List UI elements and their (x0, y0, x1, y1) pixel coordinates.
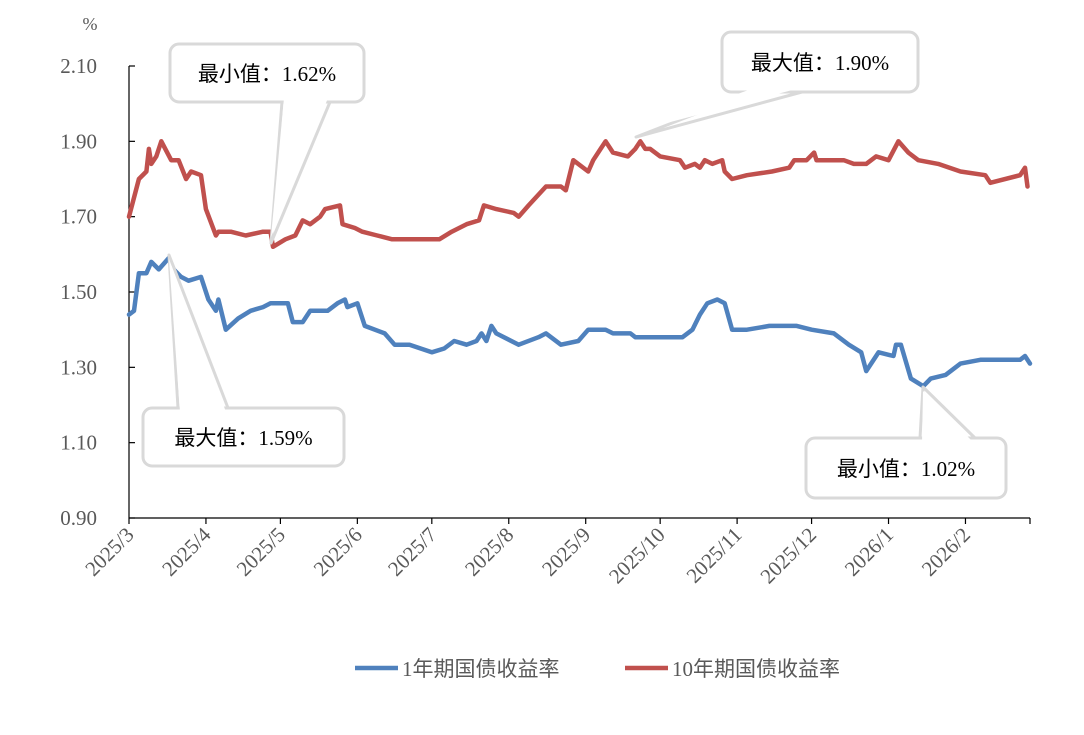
callout-2: 最大值：1.90% (634, 30, 920, 139)
callout-box-fill (145, 410, 342, 464)
legend-label-1y: 1年期国债收益率 (402, 657, 560, 681)
series-lines (126, 139, 1033, 389)
x-tick-label: 2025/6 (309, 523, 367, 581)
x-tick-label: 2026/1 (840, 523, 898, 581)
y-tick-label: 1.10 (60, 431, 97, 455)
callout-text: 最大值：1.59% (174, 426, 312, 450)
callout-pointer-fill (922, 391, 973, 442)
y-tick-label: 1.30 (60, 355, 97, 379)
legend-label-10y: 10年期国债收益率 (672, 657, 840, 681)
x-tick-label: 2025/7 (383, 523, 441, 581)
callout-box-fill (172, 46, 362, 100)
x-tick-label: 2026/2 (917, 523, 975, 581)
y-tick-label: 1.70 (60, 205, 97, 229)
x-tick-label: 2025/5 (232, 523, 290, 581)
x-tick-label: 2025/4 (157, 522, 216, 581)
callout-pointer-fill (169, 259, 226, 412)
callout-box-fill (808, 440, 1004, 496)
series-line-1y (126, 255, 1033, 389)
x-tick-label: 2025/12 (755, 523, 821, 589)
callout-text: 最大值：1.90% (751, 51, 889, 75)
callout-pointer-fill (636, 88, 800, 131)
y-axis-unit-label: % (83, 14, 98, 34)
x-tick-label: 2025/8 (460, 523, 518, 581)
callout-box-fill (724, 34, 916, 90)
y-tick-label: 1.90 (60, 129, 97, 153)
callout-text: 最小值：1.02% (837, 457, 975, 481)
callout-text: 最小值：1.62% (198, 62, 336, 86)
callout-3: 最大值：1.59% (141, 253, 346, 468)
y-tick-label: 1.50 (60, 280, 97, 304)
y-tick-label: 0.90 (60, 506, 97, 530)
callout-pointer-fill (271, 98, 328, 237)
legend: 1年期国债收益率 10年期国债收益率 (355, 657, 840, 681)
x-tick-label: 2025/9 (537, 523, 595, 581)
callout-4: 最小值：1.02% (804, 385, 1008, 500)
y-tick-label: 2.10 (60, 54, 97, 78)
callout-1: 最小值：1.62% (168, 42, 366, 245)
callout-pointer (634, 90, 804, 139)
x-tick-label: 2025/10 (604, 523, 670, 589)
x-tick-label: 2025/11 (682, 523, 747, 588)
annotations: 最小值：1.62% 最大值：1.90% 最大值：1.59% 最小值：1.02% (141, 30, 1008, 500)
x-tick-label: 2025/3 (80, 523, 138, 581)
series-line-10y (126, 139, 1030, 250)
